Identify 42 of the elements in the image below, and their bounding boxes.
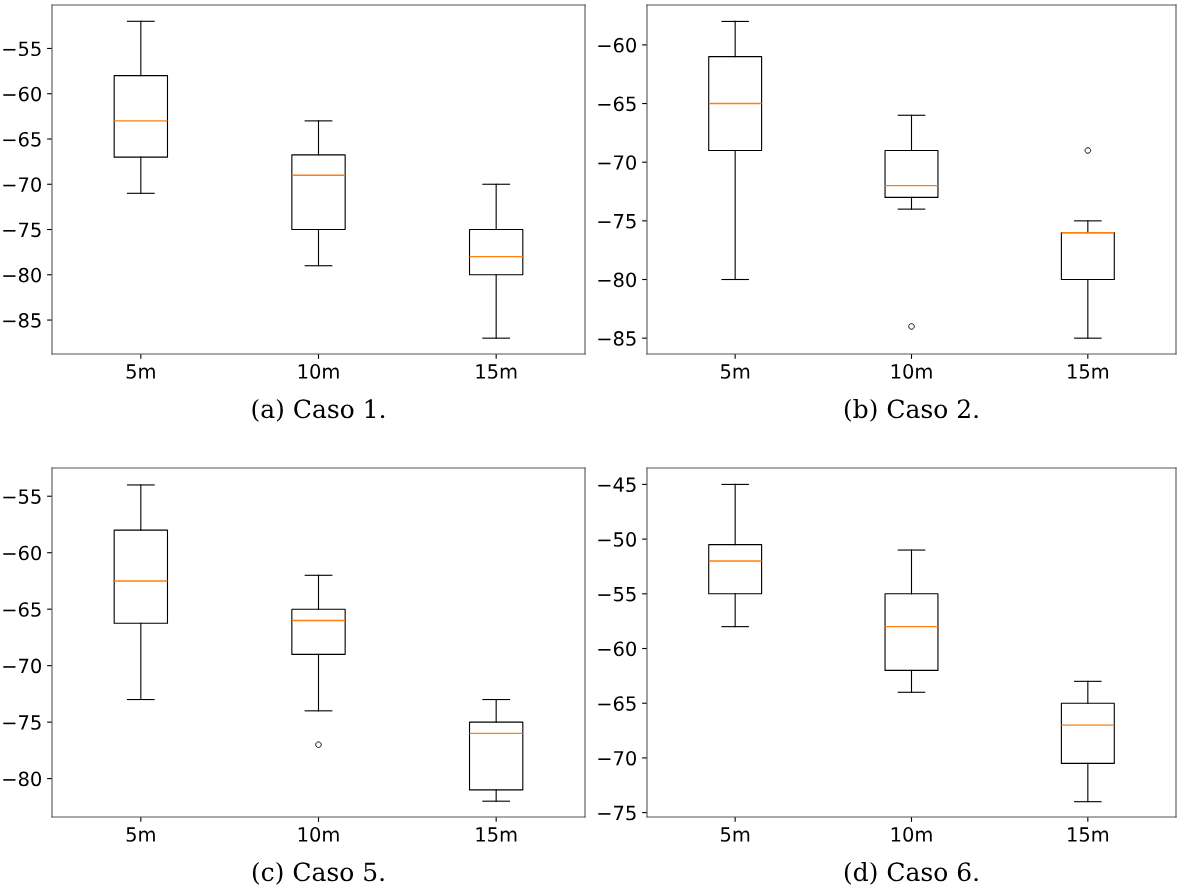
y-tick-label: −65 — [598, 696, 636, 711]
y-tick-label: −50 — [598, 532, 636, 547]
y-tick-label: −60 — [3, 545, 41, 561]
x-tick-label: 10m — [298, 827, 339, 842]
y-tick-label: −55 — [3, 489, 41, 504]
x-tick-label: 15m — [476, 364, 517, 379]
y-tick-label: −70 — [3, 658, 41, 674]
x-tick-label: 5m — [721, 364, 750, 379]
text: (d) Caso 6. — [844, 861, 978, 885]
y-tick-label: −80 — [3, 771, 41, 787]
x-tick-label: 5m — [126, 827, 155, 842]
y-tick-label: −75 — [598, 214, 636, 229]
y-tick-label: −75 — [3, 222, 41, 238]
y-tick-label: −60 — [598, 37, 636, 53]
y-tick-label: −75 — [3, 715, 41, 730]
y-tick-label: −70 — [598, 155, 636, 170]
x-tick-label: 15m — [1068, 364, 1109, 379]
y-tick-label: −45 — [598, 477, 636, 493]
y-tick-label: −55 — [598, 587, 636, 602]
y-tick-label: −80 — [598, 272, 636, 288]
text: (c) Caso 5. — [252, 861, 384, 885]
x-tick-label: 10m — [891, 364, 932, 379]
x-tick-label: 10m — [298, 364, 339, 379]
y-tick-label: −65 — [598, 96, 636, 112]
x-tick-label: 10m — [891, 827, 932, 842]
y-tick-label: −55 — [3, 41, 41, 57]
y-tick-label: −85 — [3, 313, 41, 328]
y-tick-label: −65 — [3, 131, 41, 147]
x-tick-label: 15m — [1068, 827, 1109, 842]
text: (a) Caso 1. — [252, 398, 385, 422]
x-tick-label: 15m — [476, 827, 517, 842]
y-tick-label: −70 — [598, 750, 636, 766]
y-tick-label: −85 — [598, 331, 636, 346]
y-tick-label: −80 — [3, 267, 41, 283]
y-tick-label: −70 — [3, 177, 41, 192]
y-tick-label: −60 — [598, 641, 636, 657]
text: (b) Caso 2. — [844, 398, 978, 422]
y-tick-label: −75 — [598, 805, 636, 821]
y-tick-label: −65 — [3, 602, 41, 617]
y-tick-label: −60 — [3, 86, 41, 102]
x-tick-label: 5m — [721, 827, 750, 842]
x-tick-label: 5m — [126, 364, 155, 379]
